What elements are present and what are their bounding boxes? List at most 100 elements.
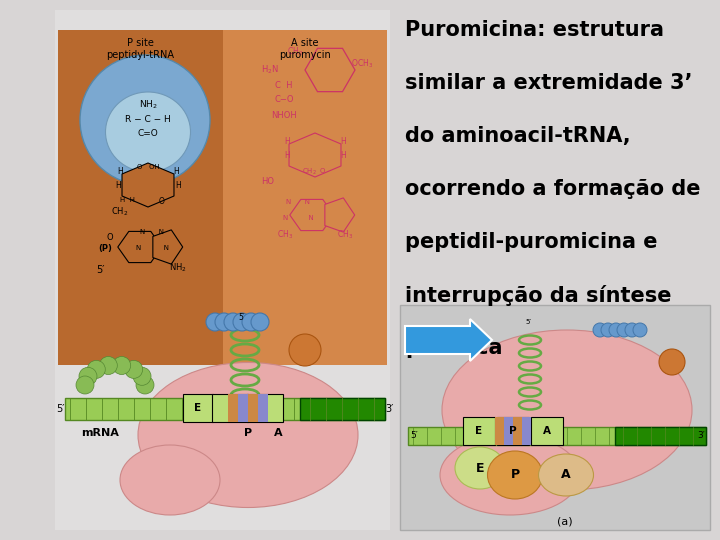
Text: P: P [509, 426, 517, 436]
Text: C=O: C=O [138, 130, 158, 138]
FancyBboxPatch shape [400, 305, 710, 530]
Circle shape [617, 323, 631, 337]
Ellipse shape [440, 435, 580, 515]
Text: A site
puromycin: A site puromycin [279, 38, 330, 60]
Text: OCH$_3$: OCH$_3$ [351, 58, 373, 70]
Text: 3′: 3′ [385, 404, 393, 414]
Text: H: H [340, 152, 346, 160]
Text: HO: HO [261, 178, 274, 186]
Circle shape [125, 360, 143, 379]
Text: ocorrendo a formação de: ocorrendo a formação de [405, 179, 701, 199]
Text: CH$_2$  O: CH$_2$ O [302, 167, 328, 177]
FancyBboxPatch shape [495, 417, 504, 445]
Circle shape [215, 313, 233, 331]
Ellipse shape [487, 451, 542, 499]
Text: H$_2$N: H$_2$N [261, 64, 279, 76]
Circle shape [251, 313, 269, 331]
Text: H: H [173, 167, 179, 177]
Text: O   OH: O OH [137, 164, 159, 170]
Text: do aminoacil-tRNA,: do aminoacil-tRNA, [405, 126, 631, 146]
Circle shape [625, 323, 639, 337]
Text: CH$_2$: CH$_2$ [287, 46, 303, 58]
Circle shape [659, 349, 685, 375]
FancyBboxPatch shape [522, 417, 531, 445]
Circle shape [79, 367, 97, 386]
Text: proteica: proteica [405, 338, 503, 358]
FancyBboxPatch shape [58, 30, 222, 365]
Text: A: A [543, 426, 551, 436]
Text: 5′: 5′ [56, 404, 65, 414]
Text: O: O [159, 198, 165, 206]
Text: H  H: H H [120, 197, 135, 203]
Circle shape [633, 323, 647, 337]
Polygon shape [122, 163, 174, 207]
Text: similar a extremidade 3’: similar a extremidade 3’ [405, 73, 693, 93]
Text: N         N: N N [283, 215, 313, 221]
Ellipse shape [539, 454, 593, 496]
Text: E: E [476, 462, 485, 475]
FancyBboxPatch shape [228, 394, 238, 422]
Text: C  H: C H [275, 80, 293, 90]
Polygon shape [118, 232, 162, 262]
FancyBboxPatch shape [55, 365, 390, 530]
FancyBboxPatch shape [408, 427, 706, 445]
Circle shape [242, 313, 260, 331]
Text: E: E [475, 426, 482, 436]
Text: A: A [561, 469, 571, 482]
Text: interrupção da síntese: interrupção da síntese [405, 285, 672, 306]
Text: H: H [115, 180, 121, 190]
Text: R − C − H: R − C − H [125, 116, 171, 125]
Text: 5′: 5′ [525, 319, 531, 325]
Text: (P): (P) [98, 244, 112, 253]
Text: mRNA: mRNA [81, 428, 119, 438]
Text: CH$_2$: CH$_2$ [112, 206, 129, 218]
Text: A: A [274, 428, 282, 438]
Circle shape [609, 323, 623, 337]
Polygon shape [289, 199, 334, 231]
Ellipse shape [80, 55, 210, 185]
Text: H: H [284, 138, 290, 146]
Circle shape [99, 356, 117, 375]
Text: peptidil-puromicina e: peptidil-puromicina e [405, 232, 657, 252]
FancyBboxPatch shape [183, 394, 213, 422]
Text: 5′: 5′ [96, 265, 104, 275]
FancyBboxPatch shape [238, 394, 248, 422]
FancyBboxPatch shape [247, 394, 283, 422]
Text: P: P [244, 428, 252, 438]
FancyBboxPatch shape [615, 427, 706, 445]
Ellipse shape [455, 447, 505, 489]
Circle shape [133, 367, 151, 386]
Text: CH$_3$: CH$_3$ [337, 229, 353, 241]
Text: N      N: N N [140, 229, 164, 235]
Text: E: E [194, 403, 202, 413]
FancyBboxPatch shape [463, 417, 495, 445]
FancyBboxPatch shape [58, 30, 387, 365]
Polygon shape [305, 49, 355, 92]
Circle shape [136, 376, 154, 394]
Polygon shape [289, 133, 341, 177]
Text: N          N: N N [135, 245, 168, 251]
Circle shape [76, 376, 94, 394]
Polygon shape [153, 230, 183, 264]
Text: NH$_2$: NH$_2$ [139, 99, 157, 111]
Ellipse shape [442, 330, 692, 490]
Text: O: O [107, 233, 113, 242]
Text: P: P [510, 469, 520, 482]
Text: P site
peptidyl-tRNA: P site peptidyl-tRNA [107, 38, 174, 60]
Text: H: H [175, 180, 181, 190]
FancyBboxPatch shape [513, 417, 522, 445]
FancyArrow shape [405, 319, 492, 361]
Ellipse shape [138, 362, 358, 508]
Text: 5′: 5′ [410, 431, 418, 441]
Text: H: H [284, 152, 290, 160]
FancyBboxPatch shape [258, 394, 268, 422]
FancyBboxPatch shape [55, 10, 390, 530]
FancyBboxPatch shape [497, 417, 529, 445]
Ellipse shape [120, 445, 220, 515]
FancyBboxPatch shape [531, 417, 563, 445]
Text: CH$_3$: CH$_3$ [277, 229, 293, 241]
Text: C−O: C−O [274, 96, 294, 105]
FancyBboxPatch shape [65, 398, 385, 420]
Circle shape [224, 313, 242, 331]
Ellipse shape [106, 92, 191, 172]
